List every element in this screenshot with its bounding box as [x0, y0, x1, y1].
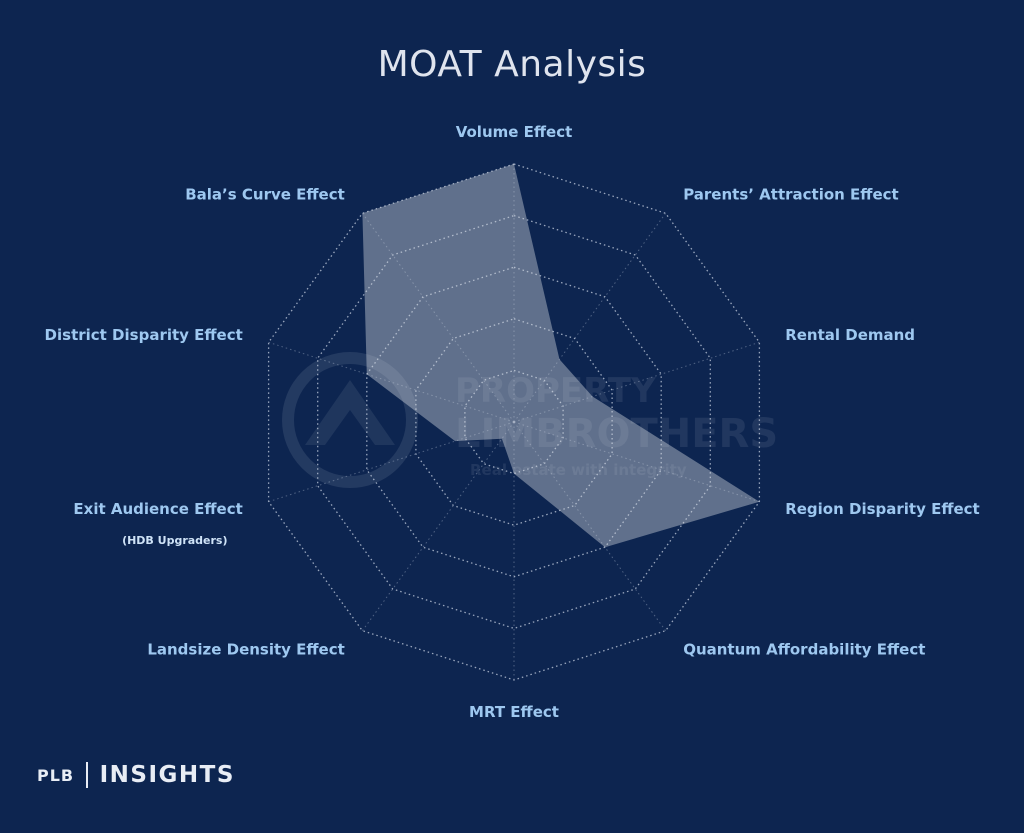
watermark-logo-icon [282, 352, 418, 488]
grid-ring [464, 369, 564, 475]
data-series-area [362, 164, 760, 548]
grid-ring [415, 318, 613, 526]
watermark-line1: PROPERTY [455, 371, 656, 411]
grid-ring [366, 266, 662, 578]
grid-spoke [361, 421, 515, 631]
axis-label: Quantum Affordability Effect [683, 640, 925, 658]
radar-data-area [362, 164, 760, 548]
watermark: PROPERTY LIMBROTHERS Real estate with in… [282, 352, 778, 488]
brand-insights-logo: INSIGHTS [99, 762, 235, 788]
axis-label: Exit Audience Effect [73, 500, 242, 518]
radar-grid [267, 163, 761, 681]
axis-label: District Disparity Effect [45, 326, 243, 344]
axis-label: Rental Demand [785, 326, 915, 344]
brand-divider [86, 762, 88, 788]
axis-labels: Volume Effect Parents’ Attraction Effect R… [45, 123, 980, 721]
axis-label: Parents’ Attraction Effect [683, 186, 899, 204]
watermark-tagline: Real estate with integrity [470, 461, 687, 479]
axis-label: MRT Effect [469, 703, 559, 721]
axis-label: Bala’s Curve Effect [185, 186, 345, 204]
axis-label: Volume Effect [456, 123, 573, 141]
axis-sublabel: (HDB Upgraders) [122, 534, 227, 547]
watermark-logo-shape [305, 380, 395, 445]
chart-title: MOAT Analysis [377, 44, 647, 85]
grid-ring [317, 214, 711, 630]
axis-label: Region Disparity Effect [785, 500, 980, 518]
brand-plb-logo: PLB [37, 765, 75, 785]
watermark-line2: LIMBROTHERS [455, 411, 778, 457]
brand-footer: PLB INSIGHTS [37, 760, 235, 790]
grid-ring [267, 163, 761, 681]
axis-label: Landsize Density Effect [147, 640, 344, 658]
